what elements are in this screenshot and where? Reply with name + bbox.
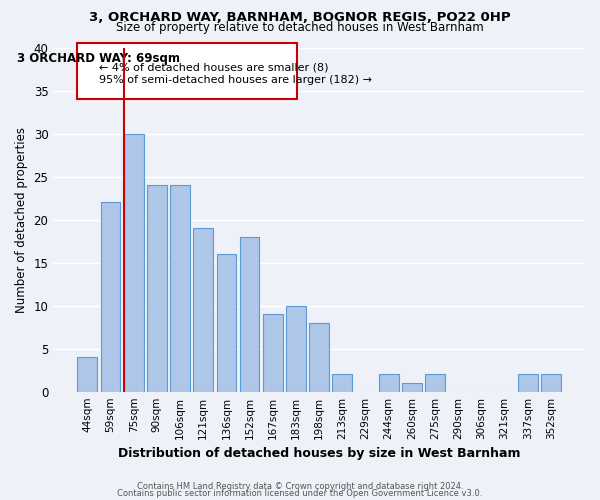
Y-axis label: Number of detached properties: Number of detached properties xyxy=(15,126,28,312)
Text: Contains public sector information licensed under the Open Government Licence v3: Contains public sector information licen… xyxy=(118,489,482,498)
Text: ← 4% of detached houses are smaller (8): ← 4% of detached houses are smaller (8) xyxy=(99,63,328,73)
Bar xyxy=(217,254,236,392)
Bar xyxy=(77,358,97,392)
Bar xyxy=(332,374,352,392)
Bar xyxy=(193,228,213,392)
FancyBboxPatch shape xyxy=(77,43,297,99)
X-axis label: Distribution of detached houses by size in West Barnham: Distribution of detached houses by size … xyxy=(118,447,520,460)
Text: Size of property relative to detached houses in West Barnham: Size of property relative to detached ho… xyxy=(116,21,484,34)
Bar xyxy=(402,383,422,392)
Bar xyxy=(379,374,398,392)
Bar xyxy=(518,374,538,392)
Bar xyxy=(101,202,121,392)
Bar xyxy=(425,374,445,392)
Text: 95% of semi-detached houses are larger (182) →: 95% of semi-detached houses are larger (… xyxy=(99,75,372,85)
Bar xyxy=(541,374,561,392)
Text: Contains HM Land Registry data © Crown copyright and database right 2024.: Contains HM Land Registry data © Crown c… xyxy=(137,482,463,491)
Bar xyxy=(263,314,283,392)
Bar xyxy=(124,134,143,392)
Text: 3, ORCHARD WAY, BARNHAM, BOGNOR REGIS, PO22 0HP: 3, ORCHARD WAY, BARNHAM, BOGNOR REGIS, P… xyxy=(89,11,511,24)
Bar xyxy=(170,185,190,392)
Bar xyxy=(147,185,167,392)
Text: 3 ORCHARD WAY: 69sqm: 3 ORCHARD WAY: 69sqm xyxy=(17,52,181,65)
Bar xyxy=(309,323,329,392)
Bar xyxy=(286,306,306,392)
Bar xyxy=(240,237,259,392)
